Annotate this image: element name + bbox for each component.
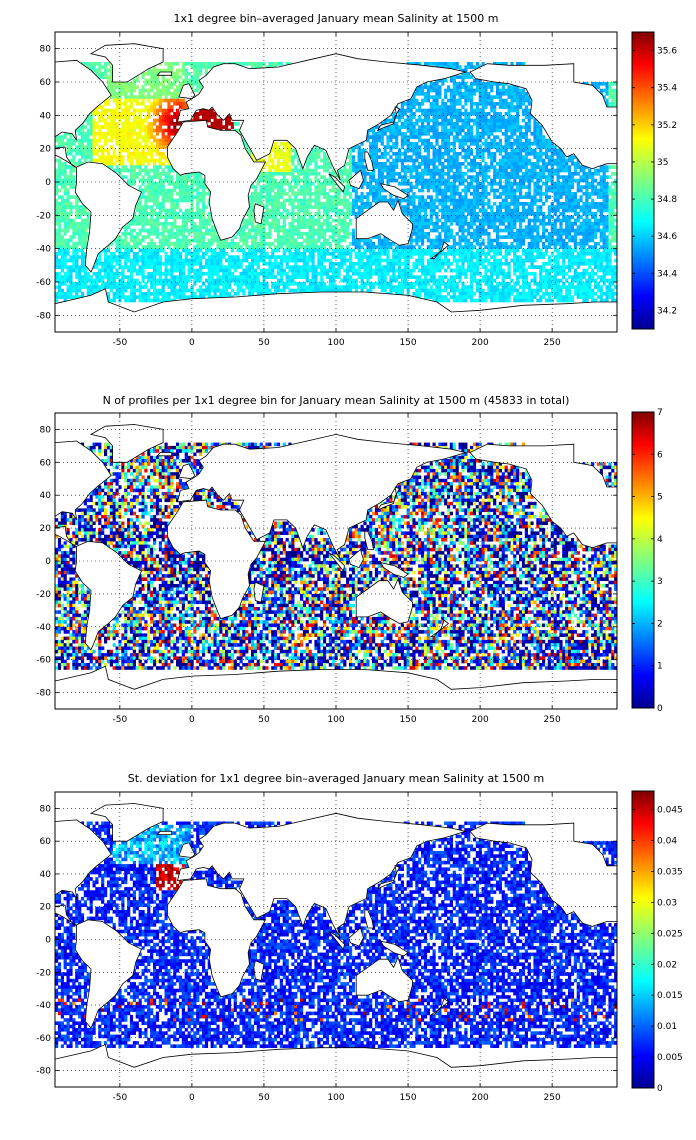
panel-3: St. deviation for 1x1 degree bin–average… — [0, 772, 683, 1103]
colorbar-tick-label: 5 — [657, 493, 663, 503]
x-tick-label: 100 — [327, 715, 344, 725]
y-tick-label: -40 — [36, 623, 51, 633]
y-tick-label: 40 — [40, 491, 52, 501]
colorbar-scale — [632, 32, 654, 329]
x-tick-label: 250 — [544, 1093, 561, 1103]
colorbar-tick-label: 0 — [657, 704, 663, 714]
colorbar: 34.2 34.4 34.6 34.8 35 35.2 35.4 35.6 — [632, 32, 677, 329]
colorbar-tick-label: 0 — [657, 1084, 663, 1094]
colorbar-tick-label: 35 — [657, 158, 668, 168]
y-tick-label: -20 — [36, 211, 51, 221]
colorbar-tick-label: 0.01 — [657, 1022, 677, 1032]
colorbar-tick-label: 4 — [657, 535, 663, 545]
colorbar-tick-label: 34.8 — [657, 195, 677, 205]
colorbar-tick-label: 6 — [657, 450, 663, 460]
colorbar: 0 1 2 3 4 5 6 7 — [632, 408, 663, 714]
y-tick-label: 0 — [45, 936, 51, 946]
x-tick-label: 200 — [472, 1093, 489, 1103]
y-tick-label: 0 — [45, 178, 51, 188]
colorbar-tick-label: 0.015 — [657, 991, 683, 1001]
y-tick-label: 40 — [40, 111, 52, 121]
y-tick-label: -80 — [36, 689, 51, 699]
y-tick-label: 60 — [40, 837, 52, 847]
colorbar-tick-label: 35.4 — [657, 84, 677, 94]
y-tick-label: -40 — [36, 1001, 51, 1011]
x-tick-label: 50 — [258, 715, 270, 725]
y-tick-label: -60 — [36, 1034, 51, 1044]
colorbar-tick-label: 34.4 — [657, 269, 677, 279]
y-tick-label: 40 — [40, 870, 52, 880]
x-tick-label: -50 — [112, 1093, 127, 1103]
x-tick-label: 50 — [258, 338, 270, 348]
y-tick-label: 20 — [40, 145, 52, 155]
colorbar-tick-label: 0.04 — [657, 837, 677, 847]
x-tick-label: -50 — [112, 715, 127, 725]
colorbar-tick-label: 0.02 — [657, 960, 677, 970]
y-tick-label: -80 — [36, 311, 51, 321]
colorbar-tick-label: 35.2 — [657, 121, 677, 131]
x-tick-label: 0 — [189, 1093, 195, 1103]
colorbar-tick-label: 0.035 — [657, 867, 683, 877]
x-tick-label: 150 — [399, 715, 416, 725]
x-tick-label: 150 — [399, 338, 416, 348]
y-tick-label: 80 — [40, 804, 52, 814]
y-tick-label: 80 — [40, 425, 52, 435]
y-tick-label: -60 — [36, 656, 51, 666]
y-tick-label: -20 — [36, 968, 51, 978]
x-tick-label: 100 — [327, 1093, 344, 1103]
panel-1: 1x1 degree bin–averaged January mean Sal… — [0, 12, 677, 348]
colorbar-scale — [632, 791, 654, 1088]
colorbar-tick-label: 7 — [657, 408, 663, 418]
y-tick-label: -80 — [36, 1067, 51, 1077]
panel-title: St. deviation for 1x1 degree bin–average… — [128, 772, 544, 785]
colorbar-tick-label: 34.2 — [657, 306, 677, 316]
colorbar-tick-label: 0.03 — [657, 898, 677, 908]
y-tick-label: 60 — [40, 78, 52, 88]
x-tick-label: 50 — [258, 1093, 270, 1103]
colorbar-tick-label: 0.045 — [657, 806, 683, 816]
y-tick-label: -60 — [36, 278, 51, 288]
panel-title: 1x1 degree bin–averaged January mean Sal… — [174, 12, 499, 25]
colorbar: 0 0.005 0.01 0.015 0.02 0.025 0.03 0.035 0.04 0.0… — [632, 791, 683, 1094]
x-tick-label: 200 — [472, 715, 489, 725]
y-tick-label: 80 — [40, 45, 52, 55]
y-tick-label: 0 — [45, 557, 51, 567]
colorbar-tick-label: 35.6 — [657, 47, 677, 57]
x-tick-label: 250 — [544, 338, 561, 348]
colorbar-tick-label: 34.6 — [657, 232, 677, 242]
x-tick-label: -50 — [112, 338, 127, 348]
colorbar-tick-label: 3 — [657, 577, 663, 587]
colorbar-scale — [632, 412, 654, 708]
panel-2: N of profiles per 1x1 degree bin for Jan… — [0, 394, 663, 725]
x-tick-label: 0 — [189, 338, 195, 348]
colorbar-tick-label: 0.005 — [657, 1053, 683, 1063]
panel-title: N of profiles per 1x1 degree bin for Jan… — [103, 394, 570, 407]
y-tick-label: 20 — [40, 903, 52, 913]
x-tick-label: 250 — [544, 715, 561, 725]
x-tick-label: 200 — [472, 338, 489, 348]
colorbar-tick-label: 0.025 — [657, 929, 683, 939]
y-tick-label: 20 — [40, 524, 52, 534]
y-tick-label: -20 — [36, 590, 51, 600]
x-tick-label: 150 — [399, 1093, 416, 1103]
y-tick-label: -40 — [36, 245, 51, 255]
y-tick-label: 60 — [40, 458, 52, 468]
x-tick-label: 0 — [189, 715, 195, 725]
x-tick-label: 100 — [327, 338, 344, 348]
colorbar-tick-label: 2 — [657, 619, 663, 629]
colorbar-tick-label: 1 — [657, 662, 663, 672]
